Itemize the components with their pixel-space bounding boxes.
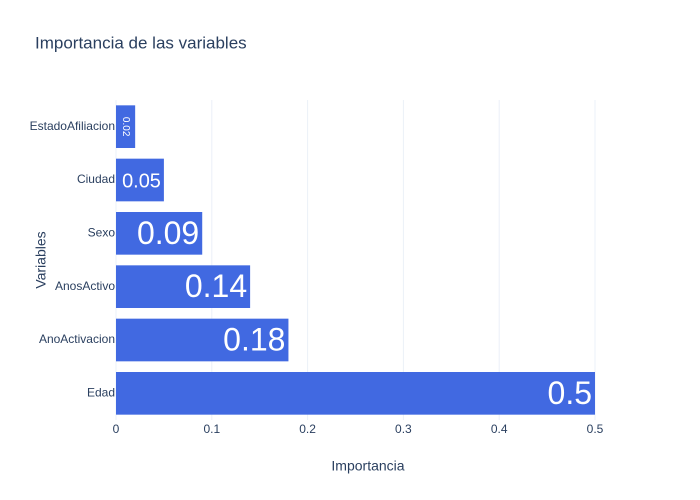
y-tick-label: AnosActivo — [55, 279, 115, 293]
chart-title: Importancia de las variables — [35, 33, 247, 52]
y-tick-label: AnoActivacion — [39, 332, 115, 346]
y-tick-label: Edad — [87, 386, 115, 400]
bar — [116, 372, 595, 415]
x-tick-label: 0.3 — [395, 422, 412, 436]
x-tick-label: 0.2 — [299, 422, 316, 436]
value-label: 0.5 — [548, 375, 592, 411]
value-label: 0.05 — [122, 170, 161, 192]
value-label: 0.18 — [223, 321, 285, 357]
x-tick-label: 0.1 — [203, 422, 220, 436]
y-tick-label: Ciudad — [77, 172, 115, 186]
y-tick-label: EstadoAfiliacion — [30, 119, 115, 133]
x-tick-label: 0.5 — [587, 422, 604, 436]
bar — [116, 318, 289, 362]
bar — [116, 105, 136, 148]
x-axis-title: Importancia — [331, 458, 404, 474]
value-label: 0.14 — [185, 268, 247, 304]
x-tick-label: 0.4 — [491, 422, 508, 436]
bar — [116, 212, 203, 255]
x-tick-label: 0 — [113, 422, 120, 436]
value-label: 0.09 — [137, 215, 199, 251]
bar — [116, 265, 251, 308]
y-axis-title: Variables — [33, 231, 49, 288]
bar — [116, 158, 164, 202]
value-label: 0.02 — [120, 117, 131, 137]
y-tick-label: Sexo — [88, 226, 116, 240]
